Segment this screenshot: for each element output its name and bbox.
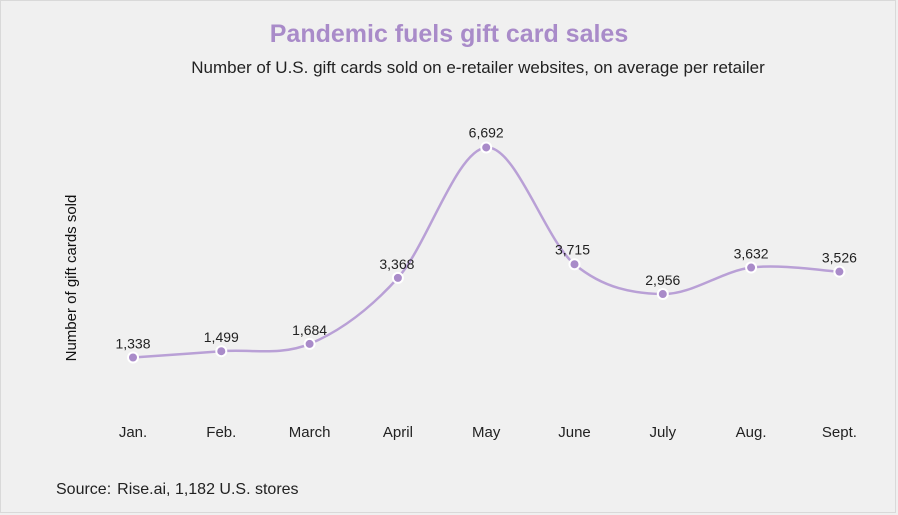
data-point [745, 261, 758, 274]
x-tick-label: Sept. [822, 424, 857, 441]
chart-subtitle: Number of U.S. gift cards sold on e-reta… [191, 58, 765, 77]
source-label: Source: [56, 481, 112, 498]
data-point [303, 337, 316, 350]
data-label: 3,368 [379, 256, 414, 272]
x-tick-label: June [558, 424, 591, 441]
x-tick-label: Aug. [736, 424, 767, 441]
x-tick-label: May [472, 424, 501, 441]
x-tick-label: April [383, 424, 413, 441]
data-label: 2,956 [645, 272, 680, 288]
data-label: 3,526 [822, 250, 857, 266]
data-point [215, 345, 228, 358]
x-tick-label: March [289, 424, 331, 441]
data-label: 1,338 [115, 336, 150, 352]
data-point [833, 265, 846, 278]
data-point [656, 288, 669, 301]
x-axis-ticks: Jan. Feb. March April May June July Aug. Sept. [119, 424, 857, 441]
data-label: 6,692 [469, 124, 504, 140]
x-tick-label: Jan. [119, 424, 147, 441]
data-label: 1,499 [204, 329, 239, 345]
data-points [127, 141, 846, 364]
data-labels: 1,338 1,499 1,684 3,368 6,692 3,715 2,956 3,632… [115, 124, 857, 351]
data-label: 3,632 [734, 246, 769, 262]
source-note: Source: Rise.ai, 1,182 U.S. stores [56, 481, 299, 499]
chart-title: Pandemic fuels gift card sales [269, 20, 629, 48]
data-point [127, 351, 139, 364]
source-text: Rise.ai, 1,182 U.S. stores [117, 481, 299, 498]
data-point [391, 271, 404, 284]
data-point [480, 141, 493, 154]
x-tick-label: July [649, 424, 676, 441]
data-point [568, 258, 581, 271]
x-tick-label: Feb. [206, 424, 236, 441]
y-axis-label: Number of gift cards sold [63, 195, 80, 362]
data-label: 3,715 [555, 241, 590, 257]
data-label: 1,684 [292, 322, 327, 338]
